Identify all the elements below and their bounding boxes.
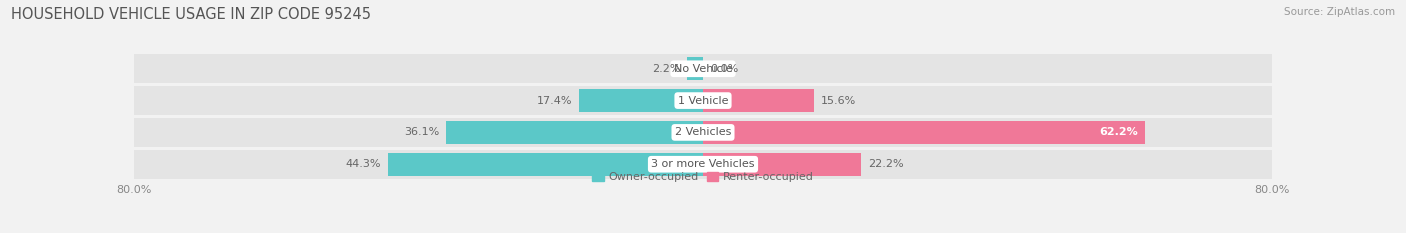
Text: No Vehicle: No Vehicle bbox=[673, 64, 733, 74]
Text: 3 or more Vehicles: 3 or more Vehicles bbox=[651, 159, 755, 169]
Text: 62.2%: 62.2% bbox=[1099, 127, 1137, 137]
Bar bbox=[703, 153, 860, 176]
Text: HOUSEHOLD VEHICLE USAGE IN ZIP CODE 95245: HOUSEHOLD VEHICLE USAGE IN ZIP CODE 9524… bbox=[11, 7, 371, 22]
Bar bbox=[134, 150, 1272, 178]
Bar bbox=[703, 89, 814, 112]
Bar bbox=[134, 86, 1272, 115]
Text: 2.2%: 2.2% bbox=[652, 64, 681, 74]
Bar bbox=[388, 153, 703, 176]
Bar bbox=[446, 121, 703, 144]
Text: 36.1%: 36.1% bbox=[404, 127, 439, 137]
Bar bbox=[134, 55, 1272, 83]
Bar bbox=[134, 118, 1272, 147]
Text: 1 Vehicle: 1 Vehicle bbox=[678, 96, 728, 106]
Bar bbox=[579, 89, 703, 112]
Text: 22.2%: 22.2% bbox=[868, 159, 904, 169]
Text: 17.4%: 17.4% bbox=[537, 96, 572, 106]
Text: 2 Vehicles: 2 Vehicles bbox=[675, 127, 731, 137]
Text: 44.3%: 44.3% bbox=[346, 159, 381, 169]
Legend: Owner-occupied, Renter-occupied: Owner-occupied, Renter-occupied bbox=[588, 168, 818, 187]
Bar bbox=[688, 57, 703, 80]
Text: Source: ZipAtlas.com: Source: ZipAtlas.com bbox=[1284, 7, 1395, 17]
Bar bbox=[703, 121, 1146, 144]
Text: 0.0%: 0.0% bbox=[710, 64, 738, 74]
Text: 15.6%: 15.6% bbox=[821, 96, 856, 106]
